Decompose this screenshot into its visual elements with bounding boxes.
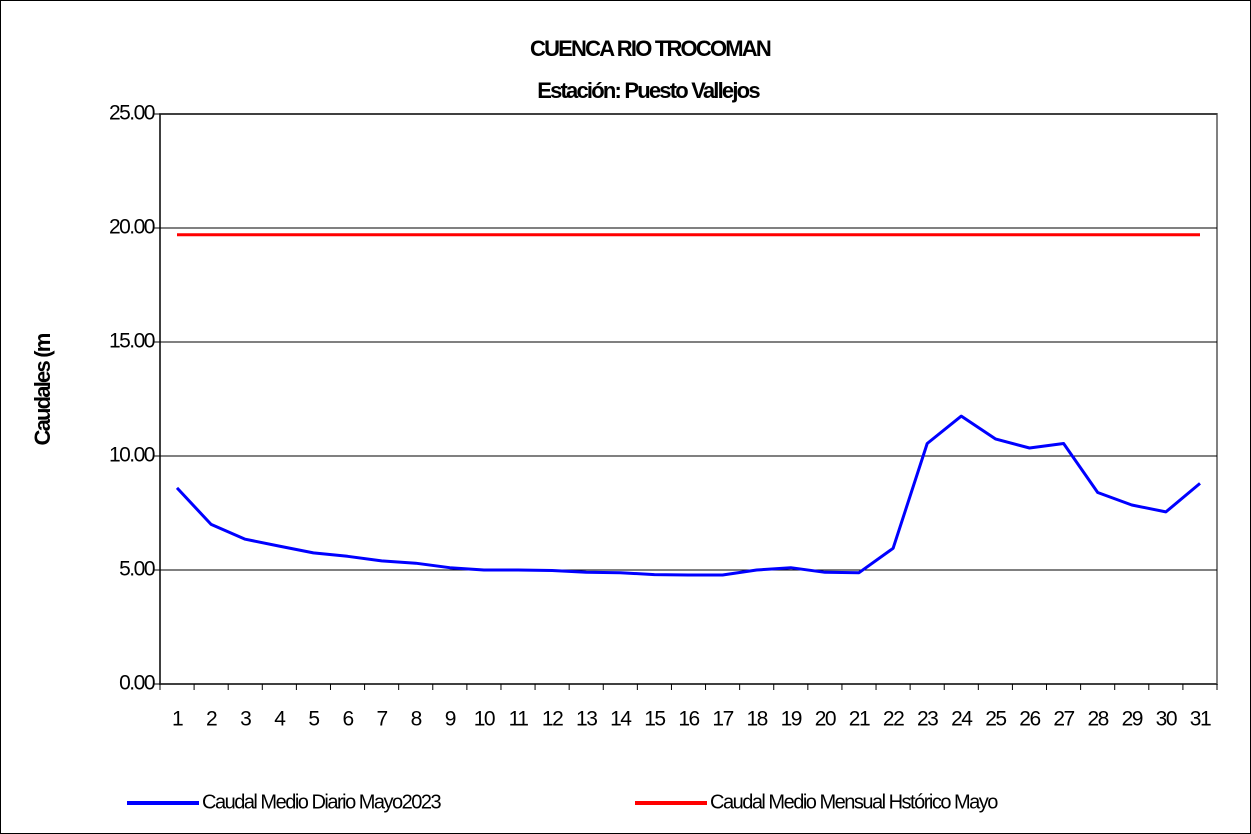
x-tick-label: 28 xyxy=(1087,708,1108,731)
x-tick-label: 31 xyxy=(1190,708,1211,731)
x-tick-label: 1 xyxy=(172,708,183,731)
x-tick-label: 11 xyxy=(509,708,529,731)
x-tick-label: 25 xyxy=(985,708,1006,731)
x-tick-label: 23 xyxy=(917,708,938,731)
y-tick-label: 0.00 xyxy=(119,672,155,695)
x-tick-label: 17 xyxy=(712,708,733,731)
x-tick-label: 4 xyxy=(274,708,286,731)
x-tick-label: 18 xyxy=(747,708,768,731)
x-tick-label: 16 xyxy=(678,708,699,731)
x-tick-label: 22 xyxy=(883,708,904,731)
y-tick-label: 10.00 xyxy=(109,444,155,467)
legend-label: Caudal Medio Diario Mayo2023 xyxy=(202,791,442,813)
x-tick-label: 21 xyxy=(849,708,870,731)
y-tick-label: 25.00 xyxy=(109,102,155,125)
x-tick-label: 9 xyxy=(445,708,456,731)
x-tick-label: 8 xyxy=(411,708,422,731)
x-tick-label: 6 xyxy=(342,708,353,731)
y-tick-label: 5.00 xyxy=(119,558,155,581)
y-tick-label: 15.00 xyxy=(109,330,155,353)
x-tick-label: 20 xyxy=(815,708,836,731)
x-tick-label: 27 xyxy=(1053,708,1074,731)
y-tick-label: 20.00 xyxy=(109,216,155,239)
x-tick-label: 2 xyxy=(206,708,217,731)
x-tick-label: 5 xyxy=(308,708,319,731)
x-tick-label: 24 xyxy=(951,708,973,731)
x-tick-label: 13 xyxy=(576,708,597,731)
x-tick-label: 14 xyxy=(610,708,632,731)
x-tick-label: 30 xyxy=(1156,708,1177,731)
y-axis-label: Caudales (m xyxy=(30,333,55,445)
series-line xyxy=(175,414,1201,577)
x-tick-label: 29 xyxy=(1122,708,1143,731)
chart-subtitle: Estación: Puesto Vallejos xyxy=(537,78,760,103)
legend-label: Caudal Medio Mensual Hstórico Mayo xyxy=(710,791,998,813)
x-tick-label: 19 xyxy=(781,708,802,731)
plot-area xyxy=(159,113,1218,685)
x-tick-label: 10 xyxy=(474,708,495,731)
x-tick-label: 7 xyxy=(377,708,388,731)
x-tick-label: 15 xyxy=(644,708,665,731)
x-tick-label: 12 xyxy=(542,708,563,731)
x-tick-label: 26 xyxy=(1019,708,1040,731)
chart-title: CUENCA RIO TROCOMAN xyxy=(530,36,771,61)
x-tick-label: 3 xyxy=(240,708,251,731)
